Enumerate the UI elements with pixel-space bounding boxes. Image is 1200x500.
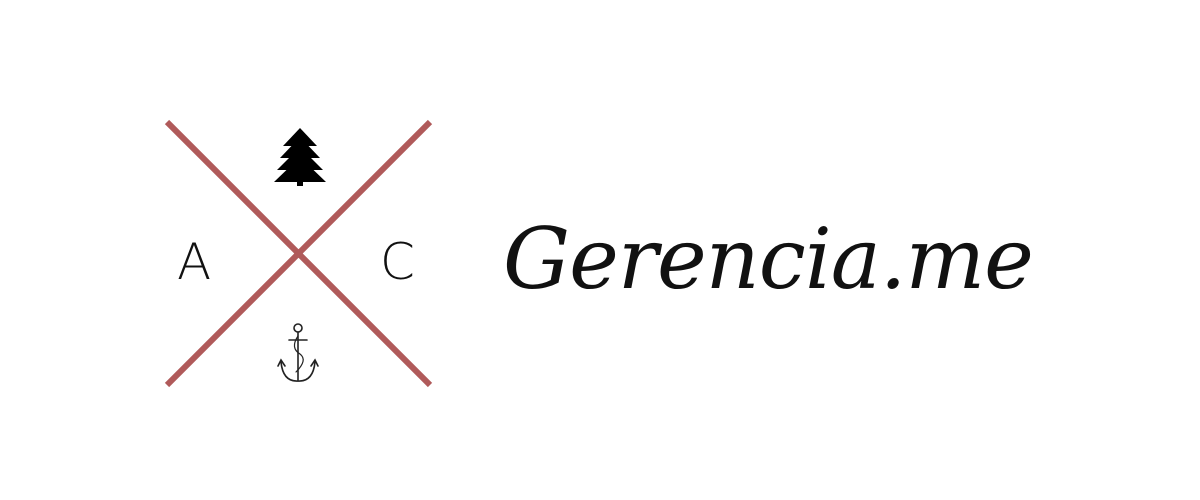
tree-icon: [274, 128, 326, 186]
cross-line-2: [164, 119, 433, 388]
brand-name: Gerencia.me: [503, 210, 1034, 308]
anchor-icon: [277, 323, 319, 382]
cross-emblem: [164, 119, 433, 388]
initial-letter-right: C: [380, 233, 415, 291]
initial-letter-left: A: [177, 233, 212, 291]
